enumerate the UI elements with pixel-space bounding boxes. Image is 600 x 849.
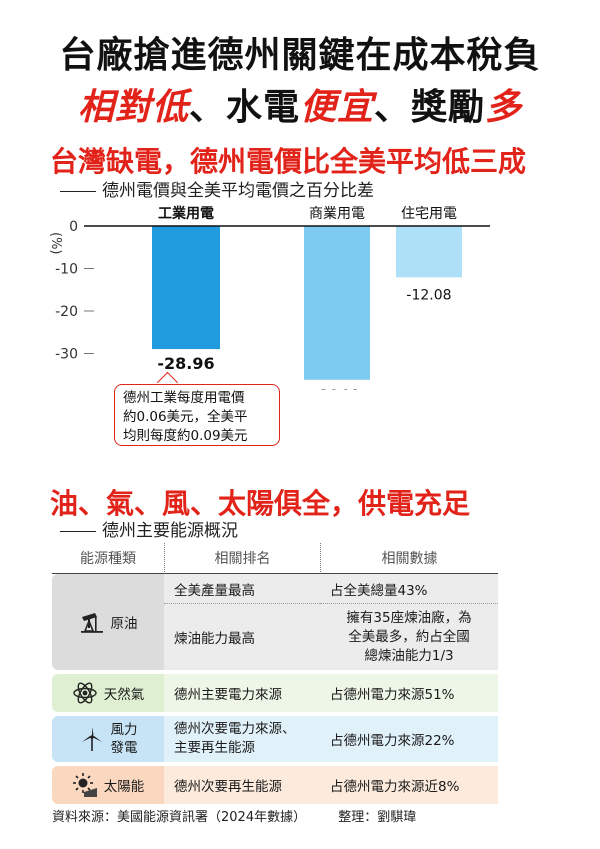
annotation-line-1: 德州工業每度用電價 — [123, 390, 245, 406]
wind-turbine-icon — [81, 727, 102, 751]
bar-1 — [152, 226, 220, 350]
oil-data-2-line-1: 擁有35座煉油廠，為 — [346, 609, 472, 626]
gas-source: 天然氣 — [53, 680, 163, 706]
solar-source-label: 太陽能 — [103, 779, 145, 795]
gas-rank: 德州主要電力來源 — [164, 674, 320, 712]
oil-data-2: 擁有35座煉油廠，為 全美最多，約占全國 總煉油能力1/3 — [320, 604, 498, 670]
footer-source: 資料來源：美國能源資訊署（2024年數據） — [52, 810, 307, 825]
headline-part-2: 、水電 — [188, 87, 300, 128]
wind-source: 風力 發電 — [53, 721, 163, 757]
solar-source-cell: 太陽能 — [52, 766, 164, 804]
section2-title: 油、氣、風、太陽俱全，供電充足 — [50, 487, 471, 520]
section2-subtitle-text: 德州主要能源概況 — [102, 521, 238, 541]
oil-source-cell: 原油 — [52, 574, 164, 670]
header-source: 能源種類 — [52, 543, 164, 574]
solar-rank: 德州次要再生能源 — [164, 766, 320, 804]
section1-title: 台灣缺電，德州電價比全美平均低三成 — [50, 145, 527, 178]
oil-rank-2: 煉油能力最高 — [164, 604, 320, 670]
header-data: 相關數據 — [320, 543, 498, 574]
annotation-line-2: 約0.06美元，全美平 — [123, 409, 248, 425]
data-label: -36.18 — [314, 388, 359, 390]
table-row: 風力 發電 德州次要電力來源、 主要再生能源 占德州電力來源22% — [52, 716, 498, 762]
annotation-callout: 德州工業每度用電價 約0.06美元，全美平 均則每度約0.09美元 — [114, 384, 280, 446]
solar-source: 太陽能 — [53, 772, 163, 798]
energy-table: 能源種類 相關排名 相關數據 原油 全美產量最高 占全美總量43% — [52, 543, 498, 804]
footer: 資料來源：美國能源資訊署（2024年數據） 整理：劉騏瑋 — [52, 806, 416, 825]
gas-source-label: 天然氣 — [103, 687, 145, 703]
oil-data-2-line-2: 全美最多，約占全國 — [348, 628, 470, 645]
bar-2 — [304, 226, 370, 380]
oil-data-1: 占全美總量43% — [320, 574, 498, 604]
wind-source-cell: 風力 發電 — [52, 716, 164, 762]
dash-line — [60, 190, 96, 192]
bar-3 — [396, 226, 462, 278]
y-tick-label: -20 — [55, 304, 78, 320]
gas-data: 占德州電力來源51% — [320, 674, 498, 712]
section1-subtitle: 德州電價與全美平均電價之百分比差 — [60, 176, 374, 201]
atom-gas-icon — [73, 682, 97, 704]
section2-subtitle: 德州主要能源概況 — [60, 516, 238, 541]
sun-icon — [72, 773, 97, 797]
headline-part-5: 多 — [485, 87, 523, 128]
y-tick-label: -30 — [55, 347, 78, 363]
y-axis-label: (%) — [48, 232, 63, 255]
data-label: -12.08 — [406, 287, 451, 303]
table-row: 天然氣 德州主要電力來源 占德州電力來源51% — [52, 674, 498, 712]
data-label: -28.96 — [157, 354, 214, 373]
wind-source-label: 風力 發電 — [111, 721, 138, 757]
oil-pump-icon — [80, 613, 103, 633]
table-row: 煉油能力最高 擁有35座煉油廠，為 全美最多，約占全國 總煉油能力1/3 — [52, 604, 498, 670]
annotation-line-3: 均則每度約0.09美元 — [123, 428, 248, 444]
headline-line1: 台廠搶進德州關鍵在成本稅負 — [59, 35, 541, 76]
table-row: 太陽能 德州次要再生能源 占德州電力來源近8% — [52, 766, 498, 804]
category-label: 商業用電 — [309, 206, 365, 222]
gas-source-cell: 天然氣 — [52, 674, 164, 712]
wind-label-line-2: 發電 — [110, 740, 138, 756]
oil-rank-1: 全美產量最高 — [164, 574, 320, 604]
y-tick-label: -10 — [55, 262, 78, 278]
oil-source: 原油 — [53, 609, 163, 635]
wind-label-line-1: 風力 — [110, 722, 138, 738]
oil-source-label: 原油 — [110, 616, 138, 632]
electricity-price-bar-chart: (%) 0 -10 -20 -30 -40 工業用電 -28.96 商業用電 -36.18 住宅用電… — [48, 205, 490, 390]
category-label: 工業用電 — [158, 205, 214, 222]
dash-line — [60, 530, 96, 532]
headline-part-4: 、獎勵 — [374, 87, 486, 128]
wind-rank-line-1: 德州次要電力來源、 — [174, 721, 296, 737]
headline-part-3: 便宜 — [299, 87, 374, 128]
wind-rank-line-2: 主要再生能源 — [174, 740, 255, 756]
header-rank: 相關排名 — [164, 543, 320, 574]
headline-line2: 相對低、水電便宜、獎勵多 — [0, 78, 600, 130]
solar-data: 占德州電力來源近8% — [320, 766, 498, 804]
section1-subtitle-text: 德州電價與全美平均電價之百分比差 — [102, 181, 374, 201]
table-row: 原油 全美產量最高 占全美總量43% — [52, 574, 498, 670]
table-header-row: 能源種類 相關排名 相關數據 — [52, 543, 498, 574]
footer-editor: 整理：劉騏瑋 — [338, 810, 417, 825]
headline-part-1: 相對低 — [77, 87, 189, 128]
wind-data: 占德州電力來源22% — [320, 716, 498, 762]
y-tick-label: 0 — [69, 219, 78, 235]
oil-data-2-line-3: 總煉油能力1/3 — [364, 647, 454, 664]
category-label: 住宅用電 — [401, 206, 457, 222]
y-tick-label: -40 — [55, 389, 78, 390]
wind-rank: 德州次要電力來源、 主要再生能源 — [164, 716, 320, 762]
